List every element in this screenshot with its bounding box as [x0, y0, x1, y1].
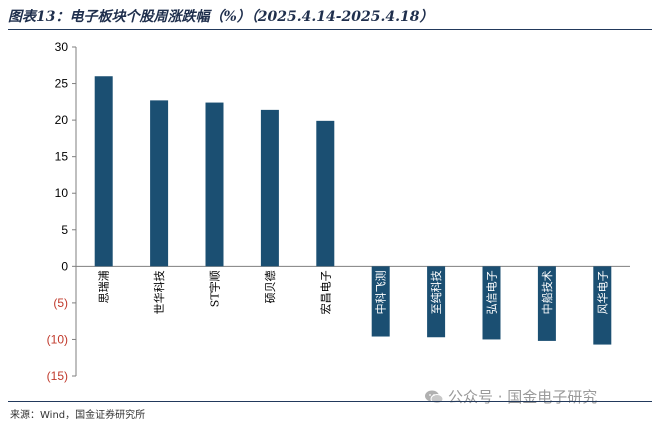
- x-tick-label: ST宇顺: [209, 270, 222, 307]
- x-tick-label: 思瑞浦: [97, 270, 111, 303]
- title-divider: [8, 29, 652, 30]
- bar: [593, 266, 612, 345]
- bar: [537, 266, 556, 341]
- x-tick-label: 中科飞测: [374, 270, 388, 314]
- bar: [94, 76, 113, 267]
- y-tick-label: 10: [55, 186, 69, 200]
- footer-divider: [8, 401, 652, 402]
- bar: [427, 266, 446, 338]
- bar: [205, 102, 224, 267]
- x-tick-label: 中船技术: [540, 270, 554, 314]
- bar-chart: 30 25 20 15 10 5 0 (5) (10) (15) 思瑞浦 世华科技 ST宇顺 硕贝德 宏昌电…: [47, 40, 630, 383]
- y-tick-label: (10): [47, 332, 68, 346]
- y-tick-label: 15: [55, 150, 69, 164]
- y-tick-label: 5: [61, 223, 68, 237]
- y-tick-label: 20: [55, 113, 69, 127]
- bar: [150, 100, 169, 267]
- x-tick-label: 宏昌电子: [318, 270, 332, 314]
- y-tick-label: 30: [55, 40, 69, 54]
- x-tick-label: 风华电子: [595, 270, 609, 314]
- x-tick-label: 世华科技: [152, 270, 166, 314]
- x-tick-label: 硕贝德: [263, 270, 277, 303]
- bar: [482, 266, 501, 340]
- x-tick-label: 弘信电子: [486, 270, 499, 314]
- bar: [260, 109, 279, 267]
- bar: [371, 266, 390, 337]
- bar: [316, 120, 335, 267]
- source-note: 来源：Wind，国金证券研究所: [10, 410, 146, 421]
- y-tick-label: (5): [53, 296, 68, 310]
- watermark-text: 公众号 · 国金电子研究: [448, 388, 598, 406]
- y-tick-label: 25: [55, 77, 69, 91]
- watermark: 公众号 · 国金电子研究: [424, 386, 597, 407]
- chart-title: 图表13：电子板块个股周涨跌幅（%）（2025.4.14-2025.4.18）: [8, 9, 434, 25]
- x-tick-label: 至纯科技: [429, 270, 443, 314]
- y-tick-label: 0: [61, 259, 68, 273]
- wechat-icon: [424, 389, 444, 405]
- y-tick-label: (15): [47, 369, 68, 383]
